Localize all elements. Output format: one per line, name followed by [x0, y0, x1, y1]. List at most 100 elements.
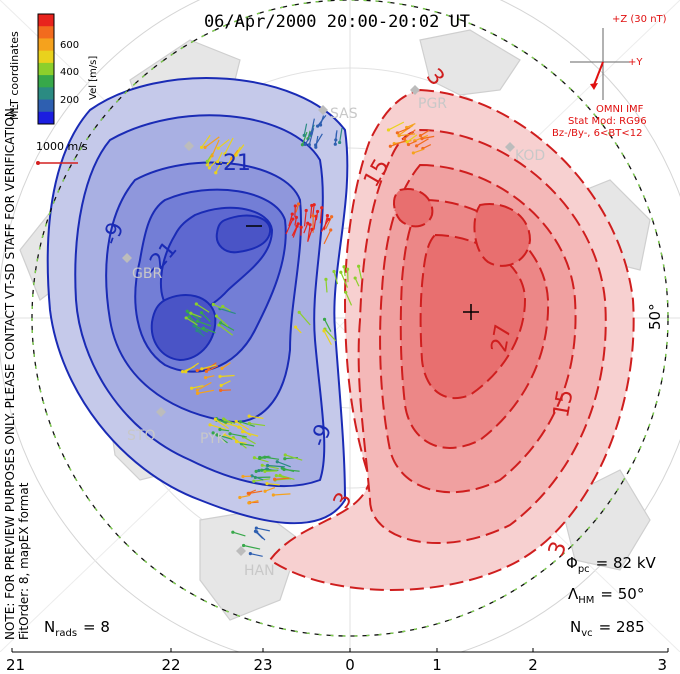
velocity-vector	[339, 127, 343, 143]
velocity-vector-origin	[418, 134, 423, 138]
velocity-vector	[216, 315, 229, 327]
colorbar-label: Vel [m/s]	[88, 56, 99, 100]
velocity-vector	[185, 317, 198, 326]
velocity-vector-origin	[311, 214, 315, 218]
velocity-vector	[221, 362, 231, 369]
velocity-vector-origin	[273, 477, 277, 481]
velocity-vector-origin	[192, 324, 196, 328]
velocity-vector	[224, 137, 234, 155]
contour-label-pos-27: 27	[487, 322, 516, 354]
velocity-vector-origin	[302, 133, 306, 137]
colorbar-swatch	[38, 111, 54, 125]
velocity-vector	[325, 216, 333, 230]
velocity-vector-origin	[216, 146, 220, 150]
velocity-vector	[274, 477, 290, 480]
colorbar-swatch	[38, 50, 54, 64]
velocity-vector-origin	[201, 326, 206, 330]
velocity-vector-origin	[205, 163, 210, 167]
mlt-tick-label: 23	[253, 656, 272, 674]
velocity-vector-origin	[357, 264, 361, 268]
velocity-vector-origin	[332, 269, 336, 274]
velocity-vector	[303, 222, 309, 234]
velocity-vector	[421, 135, 435, 140]
velocity-vector	[191, 385, 204, 389]
velocity-vector-origin	[275, 460, 279, 464]
velocity-vector-origin	[271, 493, 275, 497]
station-gbr: GBR	[132, 266, 162, 282]
velocity-vector	[204, 136, 220, 148]
velocity-vector	[308, 128, 315, 145]
velocity-vector	[235, 144, 245, 156]
velocity-vector	[203, 327, 216, 334]
imf-z-label: +Z (30 nT)	[612, 14, 667, 25]
velocity-vector-origin	[220, 366, 224, 370]
velocity-vector-origin	[203, 145, 207, 150]
velocity-vector-origin	[248, 552, 252, 556]
velocity-vector-origin	[411, 151, 415, 155]
velocity-vector	[220, 380, 231, 386]
velocity-vector-origin	[195, 319, 199, 323]
velocity-vector	[243, 436, 256, 445]
velocity-vector	[215, 418, 229, 430]
velocity-vector-origin	[200, 145, 204, 149]
velocity-vector-origin	[405, 140, 409, 144]
velocity-vector-origin	[263, 469, 267, 474]
velocity-vector	[323, 229, 332, 245]
velocity-vector-origin	[219, 383, 223, 388]
map-title: 06/Apr/2000 20:00-20:02 UT	[204, 12, 470, 32]
velocity-vector-origin	[231, 530, 235, 534]
velocity-vector-origin	[205, 159, 209, 163]
stat-lambda-hm: ΛHM = 50°	[568, 585, 644, 606]
velocity-vector-origin	[195, 388, 199, 392]
velocity-vector	[220, 322, 235, 331]
velocity-vector-origin	[314, 214, 318, 218]
mlt-axis: 21 22 23 0 1 2 3	[6, 648, 669, 674]
imf-source: OMNI IMF	[596, 104, 644, 115]
colorbar-tick-600: 600	[60, 40, 79, 51]
velocity-vector-origin	[216, 160, 220, 164]
velocity-vector	[285, 454, 303, 461]
station-pyk: PYK	[200, 431, 227, 447]
velocity-vector	[194, 325, 209, 333]
velocity-vector	[303, 210, 307, 227]
velocity-vector	[242, 431, 259, 437]
imf-panel: +Z (30 nT) +Y OMNI IMF Stat Mod: RG96 Bz…	[552, 14, 667, 139]
velocity-vector	[235, 420, 250, 431]
velocity-vector	[259, 456, 271, 459]
velocity-vector	[240, 421, 255, 427]
station-han: HAN	[244, 563, 275, 579]
velocity-vector	[388, 121, 405, 131]
velocity-vector-origin	[214, 171, 218, 175]
velocity-vector	[303, 123, 308, 136]
velocity-vector	[413, 148, 425, 154]
velocity-vector-origin	[293, 204, 297, 208]
velocity-vector-origin	[265, 463, 270, 468]
velocity-vector-origin	[294, 215, 298, 219]
velocity-vector-origin	[316, 124, 320, 128]
velocity-vector	[320, 218, 330, 232]
velocity-vector-origin	[338, 140, 342, 145]
velocity-vector	[218, 324, 234, 336]
velocity-vector-origin	[326, 217, 331, 221]
velocity-vector-origin	[217, 323, 221, 327]
positive-convection-cell	[268, 88, 635, 591]
velocity-vector	[399, 133, 416, 137]
velocity-vector	[313, 216, 317, 230]
velocity-vector-origin	[353, 276, 357, 280]
velocity-vector	[288, 213, 293, 227]
colorbar-swatch	[38, 99, 54, 113]
colorbar-swatch	[38, 26, 54, 39]
velocity-vector	[320, 115, 325, 126]
velocity-vector	[251, 475, 264, 481]
velocity-vector	[219, 374, 235, 378]
velocity-vector-origin	[324, 277, 328, 281]
velocity-vector-origin	[315, 209, 320, 214]
velocity-vector-origin	[214, 314, 219, 318]
velocity-vector-origin	[402, 137, 407, 141]
velocity-vector	[340, 272, 349, 288]
velocity-vector-origin	[210, 154, 214, 158]
fit-order-note: FitOrder: 8, mapEX format	[17, 482, 31, 640]
velocity-vector	[197, 320, 212, 327]
velocity-vector-origin	[187, 315, 191, 319]
velocity-vector	[315, 135, 319, 148]
